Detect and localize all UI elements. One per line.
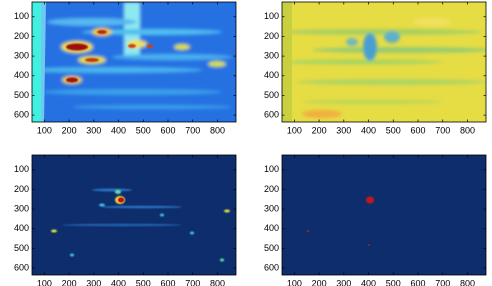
x-tick-label: 600 (410, 125, 425, 135)
x-tick-label: 300 (336, 278, 351, 286)
x-tick-label: 100 (287, 125, 302, 135)
y-tick-label: 300 (14, 203, 29, 213)
x-tick-label: 200 (62, 125, 77, 135)
x-tick-label: 700 (185, 125, 200, 135)
x-tick-label: 400 (361, 278, 376, 286)
y-tick-label: 100 (264, 164, 279, 174)
image-panel-3 (32, 155, 236, 275)
x-tick-label: 800 (210, 125, 225, 135)
y-tick-label: 500 (264, 243, 279, 253)
x-tick-label: 700 (435, 125, 450, 135)
x-tick-label: 500 (136, 278, 151, 286)
x-tick-label: 200 (312, 125, 327, 135)
axes-frame (281, 1, 487, 123)
x-tick-label: 800 (460, 125, 475, 135)
x-tick-label: 700 (185, 278, 200, 286)
x-tick-label: 100 (37, 125, 52, 135)
y-tick-label: 100 (14, 11, 29, 21)
x-tick-label: 500 (386, 278, 401, 286)
x-tick-label: 200 (312, 278, 327, 286)
y-tick-label: 600 (264, 262, 279, 272)
axes-frame (31, 1, 237, 123)
image-panel-4 (282, 155, 486, 275)
x-tick-label: 100 (37, 278, 52, 286)
x-tick-label: 400 (111, 278, 126, 286)
y-tick-label: 500 (14, 243, 29, 253)
x-tick-label: 600 (160, 278, 175, 286)
axes-frame (31, 154, 237, 276)
y-tick-label: 200 (264, 184, 279, 194)
y-tick-label: 200 (14, 31, 29, 41)
y-tick-label: 600 (14, 109, 29, 119)
x-tick-label: 700 (435, 278, 450, 286)
y-tick-label: 600 (14, 262, 29, 272)
y-tick-label: 600 (264, 109, 279, 119)
y-tick-label: 500 (14, 90, 29, 100)
image-panel-1 (32, 2, 236, 122)
x-tick-label: 400 (111, 125, 126, 135)
y-tick-label: 400 (264, 70, 279, 80)
x-tick-label: 600 (160, 125, 175, 135)
image-panel-2 (282, 2, 486, 122)
x-tick-label: 500 (136, 125, 151, 135)
x-tick-label: 400 (361, 125, 376, 135)
y-tick-label: 100 (14, 164, 29, 174)
x-tick-label: 300 (86, 278, 101, 286)
y-tick-label: 400 (14, 70, 29, 80)
y-tick-label: 200 (264, 31, 279, 41)
x-tick-label: 300 (336, 125, 351, 135)
y-tick-label: 400 (264, 223, 279, 233)
y-tick-label: 300 (264, 50, 279, 60)
x-tick-label: 300 (86, 125, 101, 135)
x-tick-label: 800 (210, 278, 225, 286)
y-tick-label: 300 (14, 50, 29, 60)
y-tick-label: 400 (14, 223, 29, 233)
x-tick-label: 600 (410, 278, 425, 286)
axes-frame (281, 154, 487, 276)
y-tick-label: 300 (264, 203, 279, 213)
x-tick-label: 100 (287, 278, 302, 286)
y-tick-label: 100 (264, 11, 279, 21)
x-tick-label: 800 (460, 278, 475, 286)
y-tick-label: 200 (14, 184, 29, 194)
y-tick-label: 500 (264, 90, 279, 100)
x-tick-label: 500 (386, 125, 401, 135)
x-tick-label: 200 (62, 278, 77, 286)
